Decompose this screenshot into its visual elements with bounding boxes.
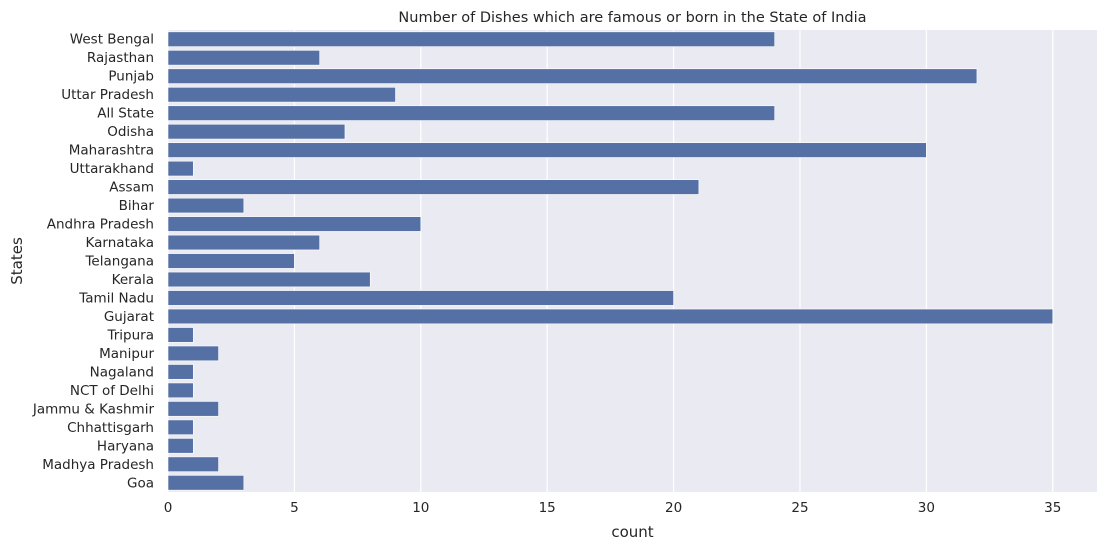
bar	[167, 438, 194, 454]
bar	[167, 290, 674, 306]
bar	[167, 456, 219, 472]
bar	[167, 31, 775, 47]
y-tick-label: Odisha	[107, 124, 154, 140]
y-tick-labels: West Bengal Rajasthan Punjab Uttar Pradesh A…	[32, 32, 155, 492]
y-tick-label: Tamil Nadu	[78, 290, 154, 306]
x-tick-label: 30	[918, 500, 935, 516]
bar	[167, 160, 194, 177]
bar	[167, 216, 422, 232]
bar	[167, 419, 194, 436]
x-tick-label: 20	[665, 500, 682, 516]
y-tick-label: Kerala	[112, 272, 154, 288]
y-tick-label: Uttar Pradesh	[61, 87, 154, 103]
x-tick-label: 25	[791, 500, 808, 516]
y-tick-label: Chhattisgarh	[67, 420, 154, 436]
y-tick-label: Goa	[127, 475, 154, 491]
y-tick-label: Gujarat	[104, 309, 154, 325]
x-tick-label: 35	[1044, 500, 1061, 516]
x-tick-label: 15	[539, 500, 556, 516]
bars	[167, 31, 1054, 491]
y-tick-label: Uttarakhand	[70, 161, 154, 177]
bar	[167, 364, 194, 380]
bar	[167, 86, 396, 103]
bar	[167, 105, 775, 121]
y-tick-label: Assam	[109, 180, 154, 196]
y-tick-label: Punjab	[108, 69, 154, 85]
x-tick-label: 0	[164, 500, 173, 516]
bar	[167, 68, 978, 84]
bar	[167, 401, 219, 417]
x-axis-label: count	[611, 523, 653, 541]
y-tick-label: West Bengal	[70, 32, 154, 48]
y-tick-label: Jammu & Kashmir	[32, 401, 155, 417]
bar	[167, 234, 320, 251]
y-tick-label: Nagaland	[90, 364, 154, 380]
y-axis-label: States	[8, 237, 26, 285]
y-tick-label: Telangana	[84, 254, 154, 270]
bar	[167, 475, 245, 491]
bar	[167, 271, 371, 288]
bar	[167, 179, 700, 195]
bar	[167, 197, 245, 214]
x-tick-labels: 0 5 10 15 20 25 30 35	[164, 500, 1062, 516]
y-tick-label: Maharashtra	[69, 143, 154, 159]
chart-title: Number of Dishes which are famous or bor…	[398, 10, 866, 26]
y-tick-label: Tripura	[106, 327, 154, 343]
y-tick-label: Manipur	[99, 346, 154, 362]
bar	[167, 327, 194, 343]
bar	[167, 123, 346, 140]
y-tick-label: All State	[97, 106, 154, 122]
y-tick-label: NCT of Delhi	[70, 383, 154, 399]
bar	[167, 50, 320, 66]
y-tick-label: Rajasthan	[87, 50, 154, 66]
bar	[167, 308, 1054, 325]
bar	[167, 345, 219, 362]
x-tick-label: 5	[290, 500, 299, 516]
y-tick-label: Karnataka	[86, 235, 154, 251]
y-tick-label: Madhya Pradesh	[42, 457, 154, 473]
y-tick-label: Andhra Pradesh	[47, 217, 154, 233]
bar	[167, 253, 295, 269]
y-tick-label: Haryana	[97, 438, 154, 454]
y-tick-label: Bihar	[119, 198, 155, 214]
bar	[167, 142, 927, 158]
bar	[167, 382, 194, 399]
x-tick-label: 10	[412, 500, 429, 516]
